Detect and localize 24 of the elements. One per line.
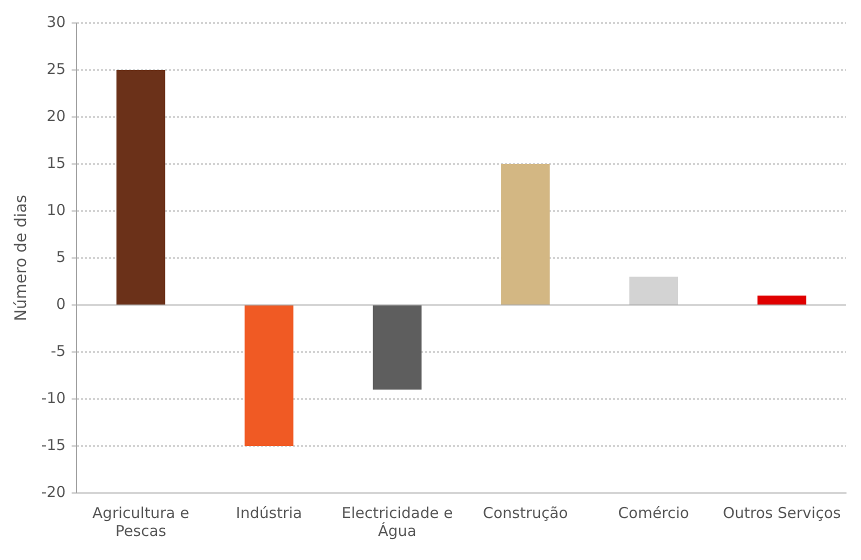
x-tick-label: Outros Serviços [722, 504, 842, 522]
bar [244, 306, 294, 446]
bar [116, 70, 166, 304]
y-tick-label: 25 [46, 60, 66, 78]
x-tick-label: Agricultura e Pescas [92, 504, 190, 540]
x-tick-label: Indústria [236, 504, 302, 522]
y-axis-title: Número de dias [10, 194, 30, 322]
y-tick-label: 10 [46, 200, 66, 219]
y-tick-label: 5 [56, 248, 66, 266]
y-tick-label: -5 [50, 342, 66, 360]
y-tick-label: 20 [46, 106, 66, 125]
y-tick-label: -10 [41, 388, 66, 407]
y-tick-label: 15 [46, 154, 66, 172]
x-tick-label: Comércio [618, 504, 690, 522]
y-tick-label: -20 [41, 482, 66, 501]
bar [757, 296, 806, 304]
x-tick-label: Construção [482, 504, 568, 522]
bar [372, 306, 422, 390]
bar [629, 276, 678, 304]
x-tick-label: Electricidade e Água [342, 504, 453, 540]
bar [501, 164, 550, 304]
y-tick-label: -15 [41, 436, 66, 454]
y-tick-label: 30 [46, 12, 66, 31]
y-tick-label: 0 [56, 294, 66, 313]
